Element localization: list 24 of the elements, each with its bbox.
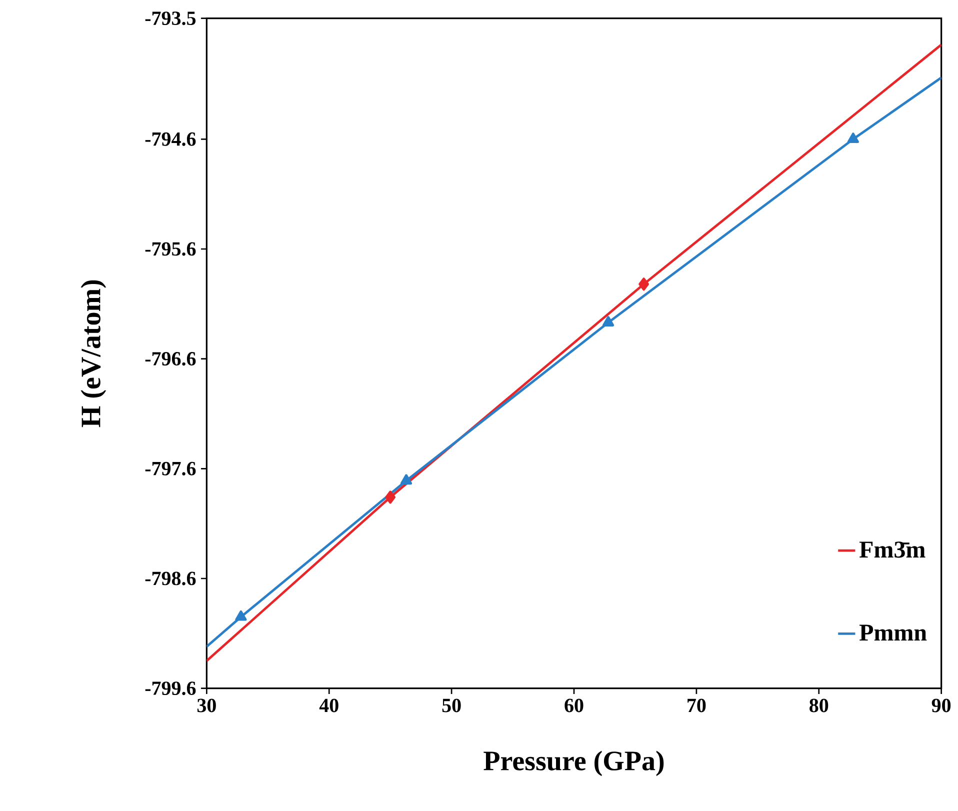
point bbox=[235, 610, 247, 621]
point bbox=[602, 316, 614, 326]
x-tick-label: 80 bbox=[810, 698, 828, 712]
x-tick-label: 60 bbox=[564, 698, 584, 712]
point bbox=[638, 278, 649, 291]
x-tick-label: 90 bbox=[932, 698, 951, 712]
y-axis-title: H (eV/atom) bbox=[80, 280, 106, 428]
point bbox=[385, 490, 396, 504]
x-tick-label: 70 bbox=[688, 698, 706, 712]
x-tick-label: 50 bbox=[442, 698, 461, 712]
point bbox=[400, 474, 412, 485]
point bbox=[847, 132, 859, 144]
y-tick-label: -799.6 bbox=[145, 682, 196, 696]
y-tick-label: -795.6 bbox=[145, 242, 196, 256]
y-tick-label: -793.5 bbox=[145, 12, 196, 26]
x-tick-label: 30 bbox=[197, 698, 216, 712]
legend-label: Pmmn bbox=[859, 624, 927, 641]
y-tick-label: -798.6 bbox=[145, 572, 196, 586]
x-tick-label: 40 bbox=[319, 698, 338, 712]
legend-label: Fm3̄m bbox=[859, 542, 926, 558]
y-tick-label: -794.6 bbox=[145, 132, 196, 146]
x-axis-title: Pressure (GPa) bbox=[484, 750, 664, 776]
y-tick-label: -797.6 bbox=[145, 462, 196, 476]
y-tick-label: -796.6 bbox=[145, 352, 196, 366]
